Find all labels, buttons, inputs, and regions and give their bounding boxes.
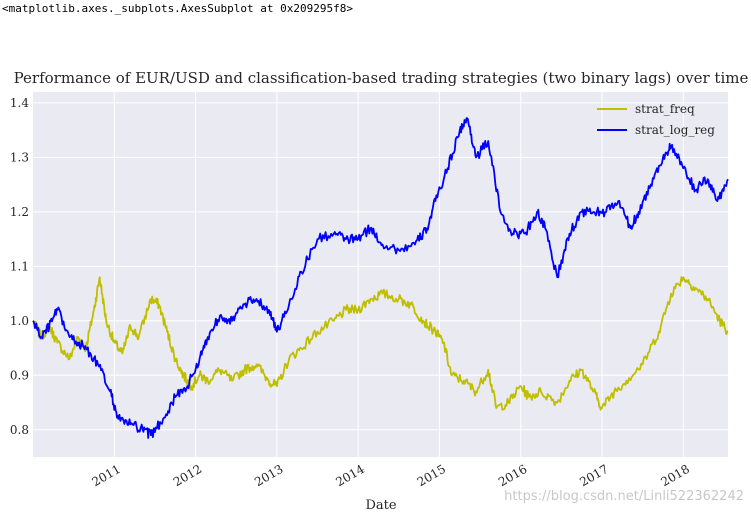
y-tick-label-1.0: 1.0 bbox=[10, 314, 29, 328]
x-tick-label-2017: 2017 bbox=[577, 462, 610, 489]
x-axis-label: Date bbox=[365, 498, 396, 513]
legend-label-strat_log_reg: strat_log_reg bbox=[635, 123, 715, 137]
series-line-strat_log_reg bbox=[32, 117, 729, 439]
x-tick-label-2013: 2013 bbox=[252, 462, 285, 489]
y-tick-label-1.3: 1.3 bbox=[10, 150, 29, 164]
y-axis-ticks: 0.8 0.9 1.0 1.1 1.2 1.3 1.4 bbox=[10, 96, 29, 437]
watermark: https://blog.csdn.net/Linli522362242 bbox=[504, 489, 744, 504]
output-repr: <matplotlib.axes._subplots.AxesSubplot a… bbox=[2, 2, 353, 15]
series-line-strat_freq bbox=[32, 276, 729, 411]
y-tick-label-0.8: 0.8 bbox=[10, 423, 29, 437]
y-tick-label-1.1: 1.1 bbox=[10, 259, 29, 273]
y-tick-label-0.9: 0.9 bbox=[10, 368, 29, 382]
x-tick-label-2018: 2018 bbox=[659, 462, 692, 489]
x-tick-label-2011: 2011 bbox=[90, 462, 123, 489]
y-tick-label-1.2: 1.2 bbox=[10, 205, 29, 219]
x-axis-ticks: 2011 2012 2013 2014 2015 2016 2017 2018 bbox=[90, 462, 692, 490]
x-tick-label-2012: 2012 bbox=[171, 462, 204, 489]
x-tick-label-2015: 2015 bbox=[415, 462, 448, 489]
legend-label-strat_freq: strat_freq bbox=[635, 102, 695, 116]
gridlines bbox=[33, 92, 728, 457]
x-tick-label-2016: 2016 bbox=[496, 462, 529, 489]
plot-area bbox=[33, 92, 728, 457]
legend: strat_freq strat_log_reg bbox=[597, 102, 715, 137]
x-tick-label-2014: 2014 bbox=[333, 462, 367, 490]
chart-title: Performance of EUR/USD and classificatio… bbox=[14, 69, 749, 87]
y-tick-label-1.4: 1.4 bbox=[10, 96, 29, 110]
series-layer bbox=[32, 117, 729, 439]
